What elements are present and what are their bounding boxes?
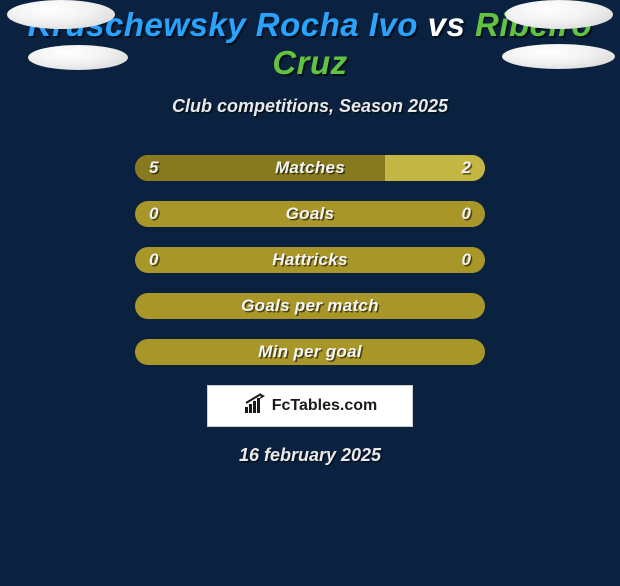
stat-bar: Min per goal xyxy=(135,339,485,365)
stat-label: Matches xyxy=(135,155,485,181)
stat-label: Min per goal xyxy=(135,339,485,365)
avatar-ellipse xyxy=(7,0,115,29)
chart-icon xyxy=(243,393,267,420)
fctables-badge[interactable]: FcTables.com xyxy=(207,385,413,427)
stat-bar: Goals per match xyxy=(135,293,485,319)
stat-label: Goals xyxy=(135,201,485,227)
avatar-ellipse xyxy=(502,44,615,69)
stat-bar: 0 0 Hattricks xyxy=(135,247,485,273)
stat-label: Goals per match xyxy=(135,293,485,319)
badge-text: FcTables.com xyxy=(272,397,378,415)
stat-row: 0 0 Goals xyxy=(0,201,620,227)
stat-row: 5 2 Matches xyxy=(0,155,620,181)
stat-row: Goals per match xyxy=(0,293,620,319)
stat-bar: 5 2 Matches xyxy=(135,155,485,181)
avatar-ellipse xyxy=(505,0,613,29)
stat-label: Hattricks xyxy=(135,247,485,273)
vs-text: vs xyxy=(428,6,466,43)
stat-row: Min per goal xyxy=(0,339,620,365)
stats-container: 5 2 Matches 0 0 Goals 0 0 Hattricks xyxy=(0,155,620,365)
avatar-ellipse xyxy=(28,45,128,70)
stat-row: 0 0 Hattricks xyxy=(0,247,620,273)
subtitle: Club competitions, Season 2025 xyxy=(0,96,620,117)
stat-bar: 0 0 Goals xyxy=(135,201,485,227)
date-text: 16 february 2025 xyxy=(0,445,620,466)
